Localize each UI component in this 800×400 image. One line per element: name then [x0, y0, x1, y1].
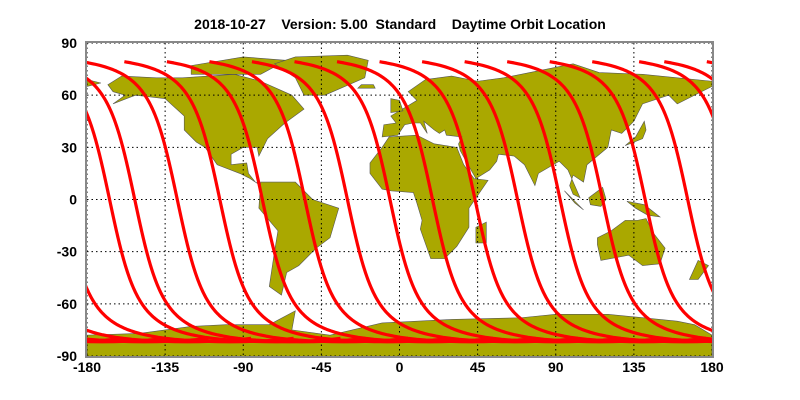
chart-title: 2018-10-27 Version: 5.00 Standard Daytim… — [0, 16, 800, 32]
landmass-north-america — [107, 73, 305, 186]
landmass-africa — [369, 134, 489, 259]
orbit-track — [638, 60, 712, 119]
orbit-track — [421, 60, 712, 344]
orbit-track — [549, 60, 712, 333]
orbit-track — [294, 60, 622, 344]
lat-tick-label: -60 — [57, 296, 77, 312]
title-product: Daytime Orbit Location — [451, 16, 606, 32]
lon-tick-label: -45 — [311, 359, 331, 375]
orbit-track — [591, 60, 712, 293]
title-version: Version: 5.00 — [281, 16, 368, 32]
lon-tick-label: 45 — [470, 359, 486, 375]
lat-tick-label: 30 — [61, 139, 77, 155]
lon-tick-label: 135 — [622, 359, 646, 375]
orbit-track — [0, 62, 38, 342]
lat-tick-label: -30 — [57, 244, 77, 260]
lat-tick-label: -90 — [57, 348, 77, 364]
orbit-track — [663, 60, 712, 81]
orbit-track — [251, 60, 579, 344]
lat-tick-label: 60 — [61, 87, 77, 103]
orbit-tracks — [0, 60, 800, 344]
landmass-eurasia — [381, 63, 712, 199]
orbit-track — [706, 60, 712, 65]
orbit-track — [379, 60, 707, 344]
orbit-track — [792, 62, 800, 342]
lon-tick-label: -135 — [151, 359, 179, 375]
orbit-track — [87, 110, 341, 344]
lon-tick-label: 180 — [700, 359, 724, 375]
orbit-track — [506, 60, 712, 341]
title-date: 2018-10-27 — [194, 16, 266, 32]
landmass-uk — [390, 98, 404, 113]
lat-tick-label: 0 — [69, 192, 77, 208]
lon-tick-label: 90 — [548, 359, 564, 375]
landmass-new-guinea — [626, 200, 661, 218]
lat-tick-label: 90 — [61, 35, 77, 51]
plot-frame — [85, 41, 714, 358]
orbit-track — [749, 62, 800, 342]
title-mode: Standard — [375, 16, 437, 32]
axis-ticks: -180 -135 -90 -45 0 45 90 135 180 90 60 30 0 -30 -60 -9… — [57, 35, 724, 375]
orbit-track — [209, 60, 536, 344]
lon-tick-label: 0 — [396, 359, 404, 375]
lon-tick-label: -90 — [233, 359, 253, 375]
landmass-iceland — [357, 84, 376, 89]
landmass-sumatra — [564, 190, 584, 211]
orbit-track — [336, 60, 664, 344]
orbit-track — [87, 76, 366, 344]
orbit-track — [166, 60, 494, 344]
lon-tick-label: -180 — [73, 359, 101, 375]
orbit-track — [124, 60, 451, 344]
orbit-track — [464, 60, 712, 344]
orbit-track — [87, 284, 294, 344]
orbit-track — [87, 60, 409, 344]
